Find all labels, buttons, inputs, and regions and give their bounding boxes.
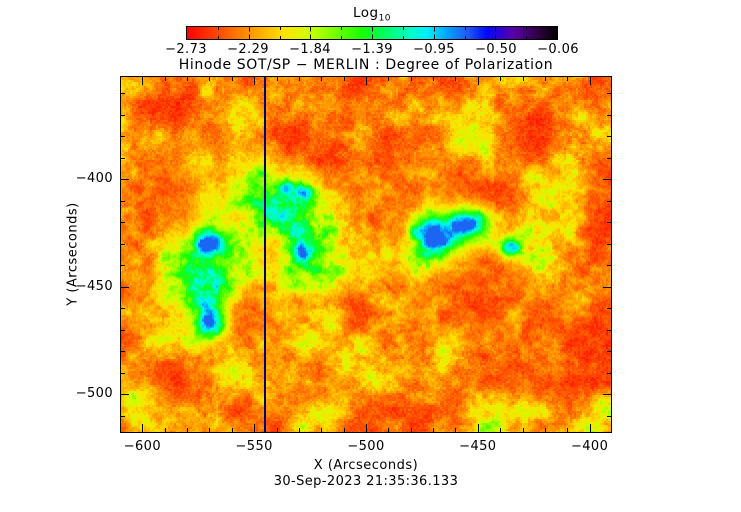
colorbar-tick-label: −0.06 (537, 42, 579, 57)
colorbar-title-subscript: 10 (378, 13, 392, 24)
y-tick-label: −400 (75, 171, 113, 187)
plot-frame (120, 76, 612, 433)
colorbar-tick-marks (218, 27, 527, 39)
x-tick-label: −450 (459, 439, 497, 454)
y-tick-label: −450 (75, 278, 113, 294)
plot-border (120, 76, 612, 433)
plot-title: Hinode SOT/SP − MERLIN : Degree of Polar… (178, 57, 554, 73)
colorbar-tick-label: −1.84 (289, 42, 331, 57)
y-tick-label: −500 (75, 386, 113, 402)
colorbar-tick-label: −0.95 (413, 42, 455, 57)
colorbar (186, 26, 558, 40)
x-tick-label: −550 (235, 439, 273, 454)
colorbar-tick-label: −1.39 (351, 42, 393, 57)
x-tick-label: −600 (123, 439, 162, 454)
y-axis-label: Y (Arcseconds) (65, 202, 81, 306)
timestamp-caption: 30-Sep-2023 21:35:36.133 (273, 474, 459, 489)
colorbar-tick-label: −2.29 (227, 42, 269, 57)
colorbar-tick-label: −0.50 (475, 42, 517, 57)
x-tick-label: −500 (347, 439, 385, 454)
colorbar-title-text: Log (352, 5, 379, 21)
colorbar-title: Log10 (186, 5, 558, 24)
heatmap-canvas (120, 76, 612, 433)
x-axis-label: X (Arcseconds) (313, 458, 419, 473)
colorbar-tick-label: −2.73 (165, 42, 207, 57)
x-tick-label: −400 (570, 439, 609, 454)
